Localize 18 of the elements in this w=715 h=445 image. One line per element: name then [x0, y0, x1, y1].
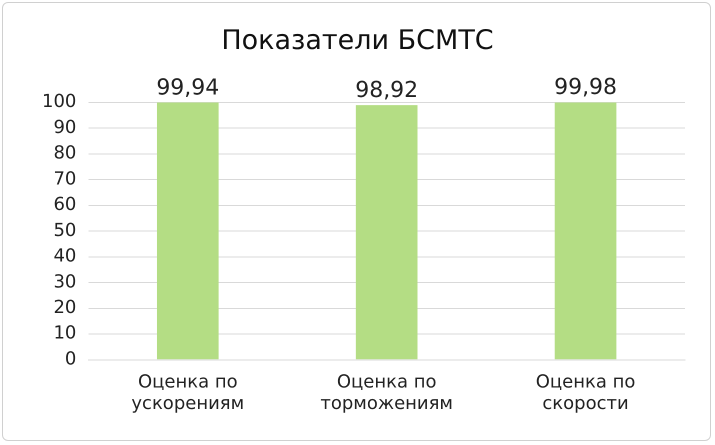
y-tick-label: 100 — [42, 91, 76, 112]
chart-title: Показатели БСМТС — [221, 25, 494, 56]
y-tick-label: 50 — [53, 220, 76, 241]
y-tick-label: 0 — [64, 348, 76, 370]
y-tick-label: 80 — [53, 142, 76, 164]
y-tick-label: 90 — [53, 116, 76, 138]
y-tick-label: 30 — [53, 271, 76, 292]
y-tick-label: 10 — [53, 322, 76, 344]
x-tick-label: Оценка по ускорениям — [131, 371, 244, 414]
data-label: 98,92 — [355, 78, 418, 103]
data-label: 99,98 — [554, 75, 618, 100]
x-tick-label: Оценка по торможениям — [320, 371, 454, 414]
data-label: 99,94 — [156, 75, 220, 100]
x-tick-label: Оценка по скорости — [536, 371, 636, 414]
y-tick-label: 40 — [53, 246, 76, 267]
y-tick-label: 20 — [53, 296, 76, 318]
y-tick-label: 70 — [53, 168, 76, 190]
y-tick-label: 60 — [53, 194, 76, 216]
